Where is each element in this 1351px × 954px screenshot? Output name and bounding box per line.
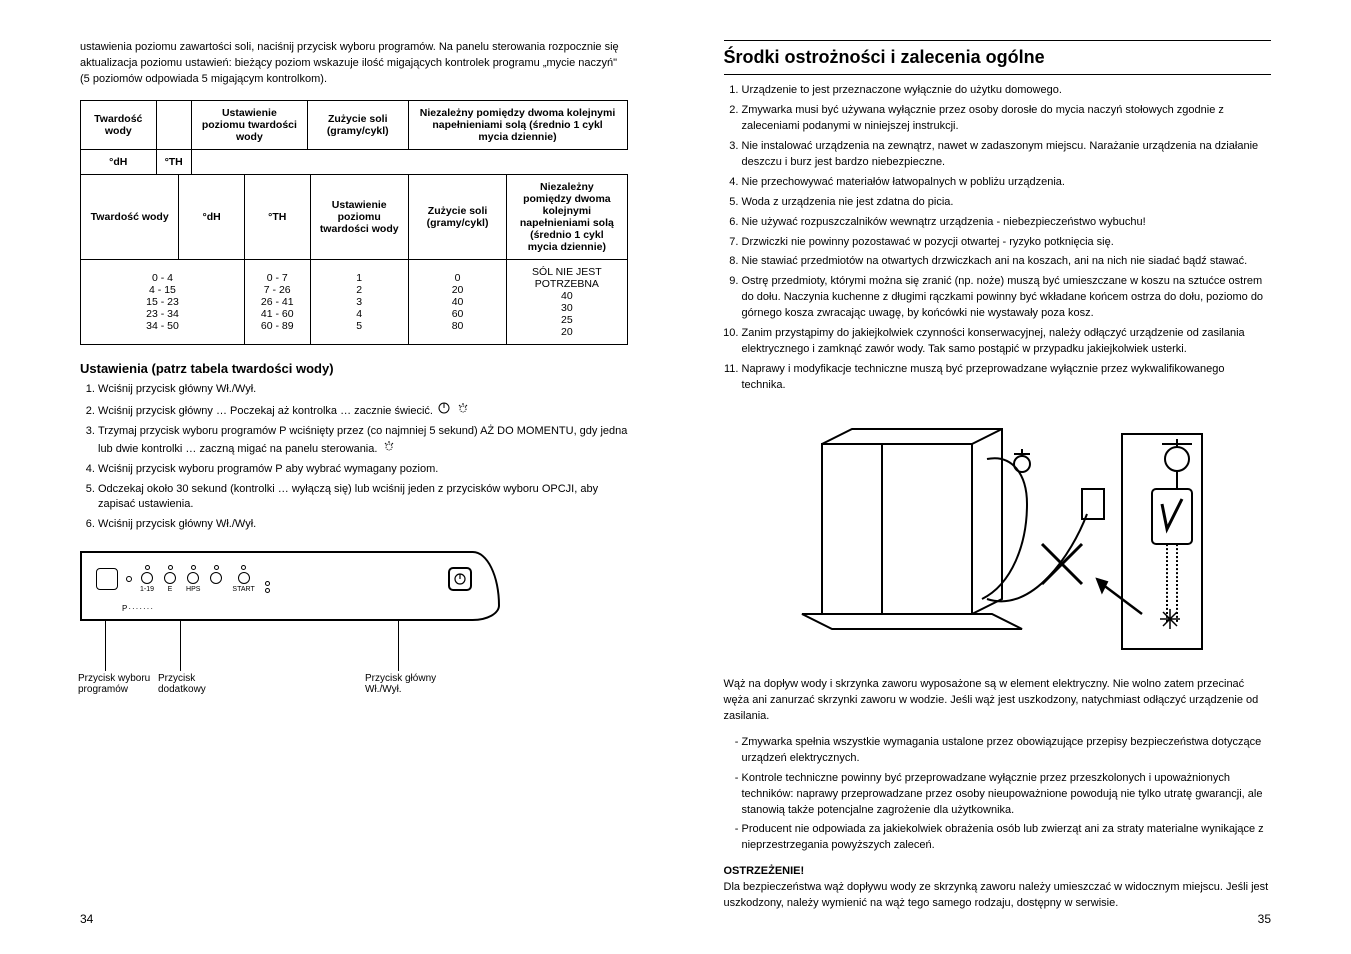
table-subheader-dh: °dH	[81, 149, 157, 174]
th-hardness: Twardość wody	[81, 174, 179, 259]
step-text: Wciśnij przycisk główny … Poczekaj aż ko…	[98, 405, 433, 417]
list-item: Nie instalować urządzenia na zewnątrz, n…	[742, 139, 1272, 171]
sparkle-icon	[457, 402, 469, 420]
p-label: P·······	[122, 604, 154, 613]
onoff-button	[448, 567, 472, 591]
cell-cycles: SÓL NIE JEST POTRZEBNA 40 30 25 20	[507, 259, 627, 344]
power-icon	[438, 402, 450, 420]
section-title: Środki ostrożności i zalecenia ogólne	[724, 40, 1272, 75]
list-item: Producent nie odpowiada za jakiekolwiek …	[742, 822, 1272, 854]
led-icon	[126, 576, 132, 582]
option-buttons: 1-19 E HPS START	[140, 565, 270, 593]
step-text: Wciśnij przycisk główny Wł./Wył.	[98, 383, 256, 395]
list-item: Nie przechowywać materiałów łatwopalnych…	[742, 175, 1272, 191]
cell-dh: 0 - 4 4 - 15 15 - 23 23 - 34 34 - 50	[81, 259, 245, 344]
procedure-step: Wciśnij przycisk wyboru programów P aby …	[98, 462, 628, 478]
procedure-list: Wciśnij przycisk główny Wł./Wył. Wciśnij…	[80, 382, 628, 534]
control-panel-box: 1-19 E HPS START P·······	[80, 551, 500, 621]
procedure-step: Trzymaj przycisk wyboru programów P wciś…	[98, 424, 628, 458]
table-header-level: Ustawienie poziomu twardości wody	[191, 100, 307, 149]
list-item: Drzwiczki nie powinny pozostawać w pozyc…	[742, 235, 1272, 251]
list-item: Zmywarka musi być używana wyłącznie prze…	[742, 103, 1272, 135]
callout-line	[398, 621, 399, 671]
table-subheader-th: °TH	[156, 149, 191, 174]
callout-option: Przycisk dodatkowy	[158, 673, 206, 695]
list-item: Nie używać rozpuszczalników wewnątrz urz…	[742, 215, 1272, 231]
procedure-step: Wciśnij przycisk główny Wł./Wył.	[98, 382, 628, 398]
procedure-step: Wciśnij przycisk główny Wł./Wył.	[98, 517, 628, 533]
table-header-salt: Zużycie soli (gramy/cykl)	[307, 100, 408, 149]
list-item: Woda z urządzenia nie jest zdatna do pic…	[742, 195, 1272, 211]
right-column: Środki ostrożności i zalecenia ogólne Ur…	[676, 0, 1351, 954]
procedure-step: Odczekaj około 30 sekund (kontrolki … wy…	[98, 482, 628, 514]
list-item: Ostrę przedmioty, którymi można się zran…	[742, 274, 1272, 322]
sparkle-icon	[383, 440, 395, 458]
option-col: HPS	[186, 565, 200, 593]
opt-label: 1-19	[140, 586, 154, 593]
th-th: °TH	[244, 174, 310, 259]
cell-salt: 0 20 40 60 80	[408, 259, 506, 344]
hose-figure	[724, 414, 1272, 659]
warning-block: OSTRZEŻENIE! Dla bezpieczeństwa wąż dopł…	[724, 864, 1272, 912]
list-item: Nie stawiać przedmiotów na otwartych drz…	[742, 254, 1272, 270]
page-number-left: 34	[80, 912, 93, 926]
power-icon	[453, 572, 467, 586]
table-header-hardness: Twardość wody	[81, 100, 157, 149]
warning-title: OSTRZEŻENIE!	[724, 865, 805, 877]
list-item: Naprawy i modyfikacje techniczne muszą b…	[742, 362, 1272, 394]
panel-controls: 1-19 E HPS START	[96, 565, 472, 593]
list-item: Zmywarka spełnia wszystkie wymagania ust…	[742, 735, 1272, 767]
page: ustawienia poziomu zawartości soli, naci…	[0, 0, 1351, 954]
procedure-step: Wciśnij przycisk główny … Poczekaj aż ko…	[98, 402, 628, 420]
cell-th: 0 - 7 7 - 26 26 - 41 41 - 60 60 - 89	[244, 259, 310, 344]
opt-label: HPS	[186, 586, 200, 593]
left-column: ustawienia poziomu zawartości soli, naci…	[0, 0, 676, 954]
option-col: E	[164, 565, 176, 593]
list-item: Kontrole techniczne powinny być przeprow…	[742, 771, 1272, 819]
step-text: Odczekaj około 30 sekund (kontrolki … wy…	[98, 483, 598, 511]
opt-label: START	[232, 586, 254, 593]
th-salt: Zużycie soli (gramy/cykl)	[408, 174, 506, 259]
step-text: Wciśnij przycisk wyboru programów P aby …	[98, 463, 438, 475]
option-col	[265, 581, 270, 593]
list-item: Urządzenie to jest przeznaczone wyłączni…	[742, 83, 1272, 99]
control-panel-figure: 1-19 E HPS START P······· Przycisk wybor…	[80, 551, 520, 621]
th-cycles: Niezależny pomiędzy dwoma kolejnymi nape…	[507, 174, 627, 259]
option-col: START	[232, 565, 254, 593]
callout-line	[180, 621, 181, 671]
safety-list-2: Zmywarka spełnia wszystkie wymagania ust…	[724, 735, 1272, 855]
callout-power: Przycisk główny Wł./Wył.	[365, 673, 436, 695]
program-button	[96, 568, 118, 590]
step-text: Wciśnij przycisk główny Wł./Wył.	[98, 518, 256, 530]
hardness-table: Twardość wody Ustawienie poziomu twardoś…	[80, 100, 628, 175]
page-number-right: 35	[1258, 912, 1271, 926]
th-level: Ustawienie poziomu twardości wody	[310, 174, 408, 259]
figure-note: Wąż na dopływ wody i skrzynka zaworu wyp…	[724, 677, 1272, 725]
warning-body: Dla bezpieczeństwa wąż dopływu wody ze s…	[724, 881, 1269, 909]
step-text: Trzymaj przycisk wyboru programów P wciś…	[98, 425, 627, 455]
list-item: Zanim przystąpimy do jakiejkolwiek czynn…	[742, 326, 1272, 358]
callout-line	[105, 621, 106, 671]
option-col	[210, 565, 222, 593]
callout-program: Przycisk wyboru programów	[78, 673, 150, 695]
th-dh: °dH	[179, 174, 245, 259]
intro-text: ustawienia poziomu zawartości soli, naci…	[80, 40, 628, 88]
option-col: 1-19	[140, 565, 154, 593]
hose-diagram-icon	[782, 414, 1212, 654]
cell-level: 1 2 3 4 5	[310, 259, 408, 344]
hardness-table-body: Twardość wody °dH °TH Ustawienie poziomu…	[80, 174, 628, 345]
safety-list-1: Urządzenie to jest przeznaczone wyłączni…	[724, 83, 1272, 394]
table-header-cycles: Niezależny pomiędzy dwoma kolejnymi nape…	[408, 100, 627, 149]
opt-label: E	[168, 586, 173, 593]
settings-subhead: Ustawienia (patrz tabela twardości wody)	[80, 361, 628, 376]
